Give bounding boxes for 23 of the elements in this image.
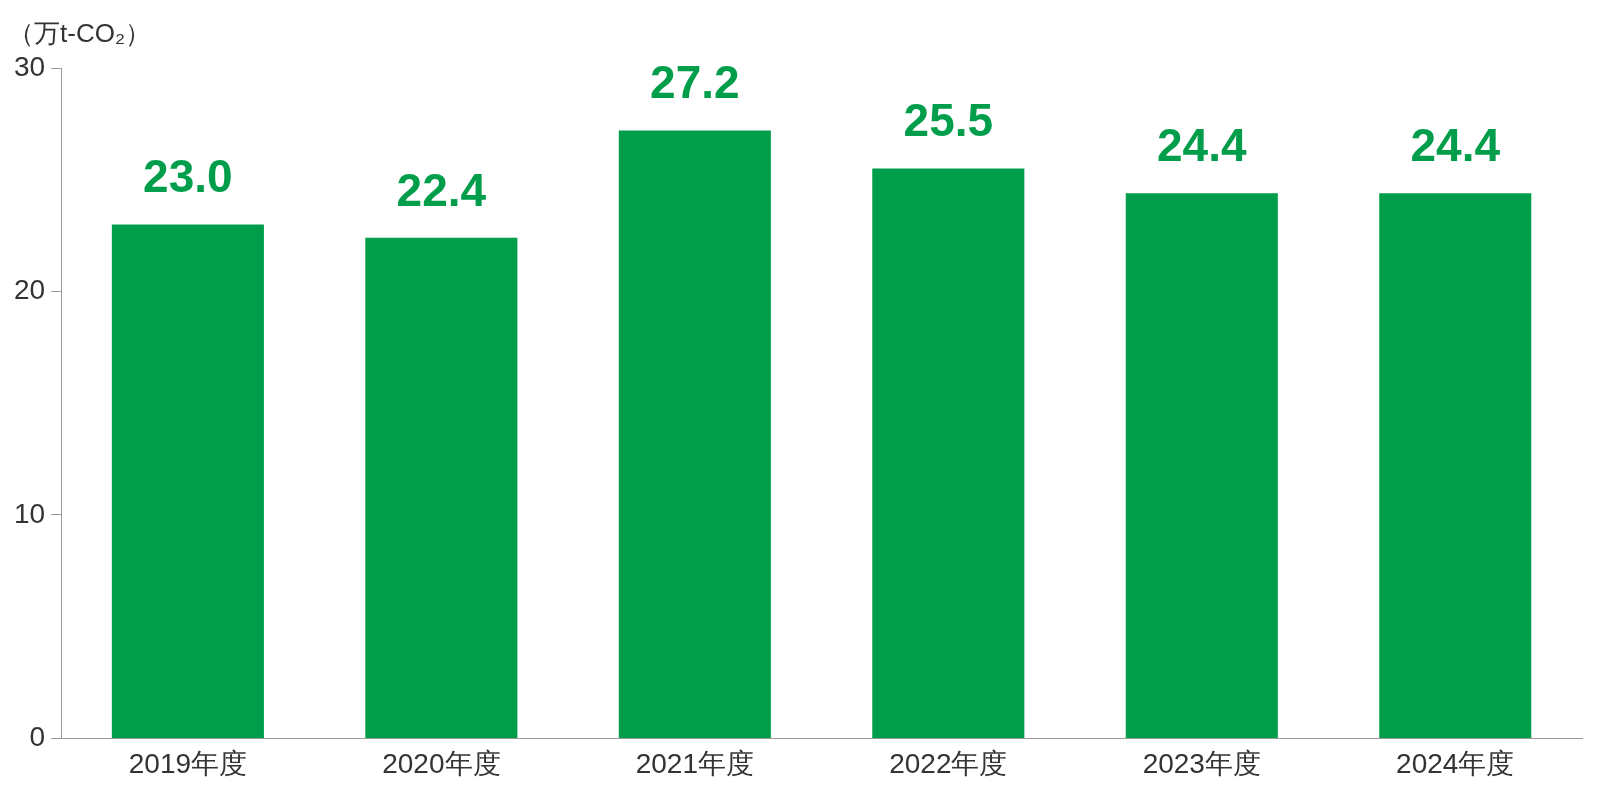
x-tick-label: 2022年度 [889,747,1008,779]
bar [111,224,264,738]
y-tick-label: 10 [13,497,46,529]
data-label: 24.4 [1410,118,1501,171]
y-tick-label: 0 [29,721,46,753]
data-label: 25.5 [903,94,994,147]
y-tick-label: 30 [13,50,46,82]
bar [365,237,518,738]
data-label: 24.4 [1157,118,1247,171]
bar [1379,193,1532,738]
x-tick-label: 2023年度 [1142,747,1261,779]
bar [618,130,771,738]
y-axis-title: （万t-CO₂） [8,18,151,49]
x-tick-label: 2019年度 [128,747,248,779]
bar [1125,193,1278,738]
data-label: 27.2 [650,56,740,109]
x-tick-label: 2020年度 [382,747,501,779]
data-label: 22.4 [396,163,487,216]
data-label: 23.0 [143,150,233,203]
x-tick-label: 2021年度 [635,747,754,779]
x-tick-label: 2024年度 [1396,747,1515,779]
y-tick-label: 20 [13,274,46,306]
bar [872,168,1025,738]
